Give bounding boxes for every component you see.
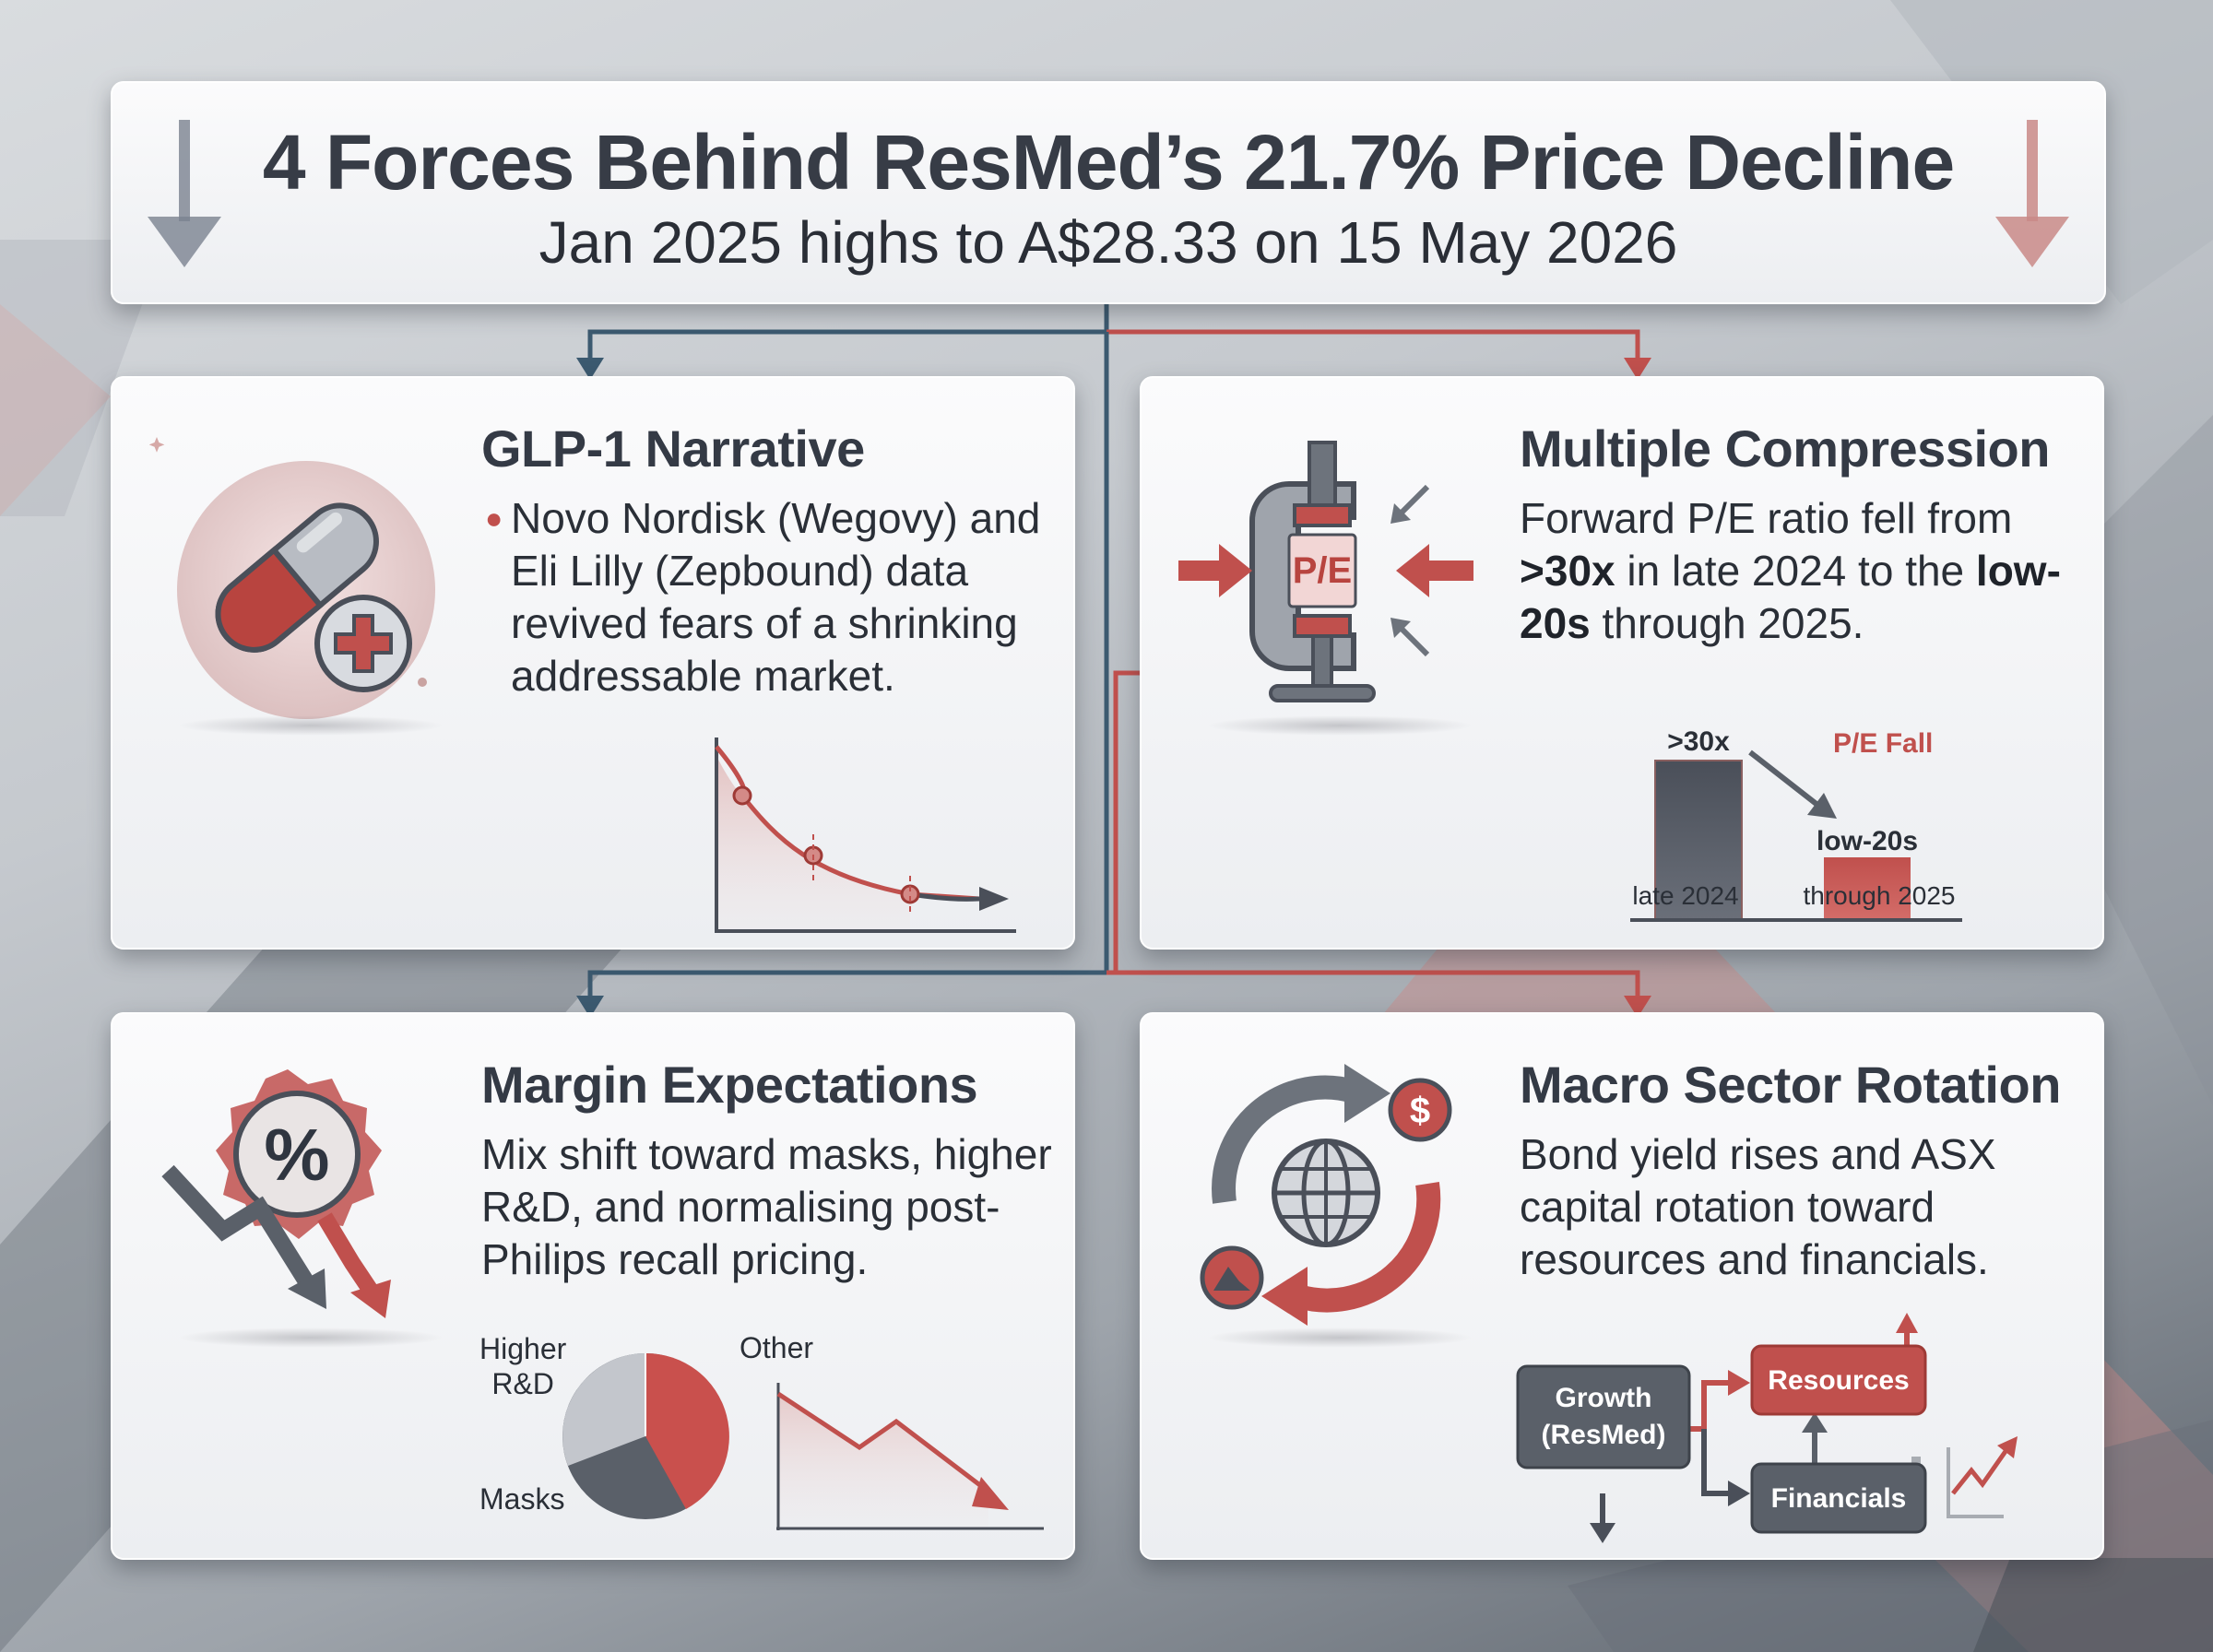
declining-curve-chart [715,738,1016,933]
percent-badge-icon: % [161,1069,391,1318]
card-glp1-narrative: GLP-1 Narrative ● Novo Nordisk (Wegovy) … [111,376,1075,950]
mix-pie-chart [562,1352,729,1519]
clamp-icon: P/E [1178,441,1473,702]
pe-bar-chart: >30x low-20s P/E Fall [1630,726,1962,922]
icon-shadow [1206,1328,1473,1348]
flow-node-financials [1750,1462,1927,1534]
bar-category-label: through 2025 [1803,881,1956,910]
pe-fall-annotation: P/E Fall [1833,728,1933,759]
bar-value-label: >30x [1667,726,1730,757]
card-title: Macro Sector Rotation [1520,1056,2061,1114]
globe-rotation-icon: $ [1200,1064,1452,1326]
bar-through-2025 [1824,857,1911,919]
bar-category-label: late 2024 [1632,881,1739,910]
flow-label: Resources [1768,1365,1909,1396]
page-subtitle: Jan 2025 highs to A$28.33 on 15 May 2026 [538,209,1678,276]
down-arrow-icon [148,120,221,267]
title-card: 4 Forces Behind ResMed’s 21.7% Price Dec… [111,81,2106,304]
card-body: Bond yield rises and ASX capital rotatio… [1520,1130,1996,1283]
icon-shadow [177,715,444,736]
icon-shadow [1206,715,1473,736]
card-body: ● Novo Nordisk (Wegovy) and Eli Lilly (Z… [485,492,1073,702]
flow-label: Financials [1771,1483,1907,1514]
card-body: Forward P/E ratio fell from >30x in late… [1520,492,2110,650]
card-body-text: Novo Nordisk (Wegovy) and Eli Lilly (Zep… [511,494,1041,700]
bullet-icon: ● [485,502,503,535]
card-macro-sector-rotation: $ Macro Sector Rotation Bond yield rises… [1140,1012,2104,1560]
card-title: GLP-1 Narrative [481,419,865,478]
svg-text:P/E: P/E [1293,550,1352,591]
rotation-flow-diagram: Growth (ResMed) Resources Financials [1516,1313,2018,1543]
page-title: 4 Forces Behind ResMed’s 21.7% Price Dec… [262,119,1955,206]
card-multiple-compression: P/E Multiple Compression Forward P/E rat… [1140,376,2104,950]
body-text: through 2025. [1590,599,1864,647]
card-title: Multiple Compression [1520,419,2050,478]
flow-label: (ResMed) [1541,1420,1665,1450]
svg-text:$: $ [1410,1091,1430,1131]
body-bold-value: low-20s [1520,547,2061,647]
flow-node-growth [1516,1364,1691,1469]
pie-label-rd: Higher R&D [479,1331,566,1401]
pie-label-other: Other [740,1331,814,1364]
pie-label-masks: Masks [479,1482,565,1516]
card-margin-expectations: % Margin Expectations Mix shift toward m… [111,1012,1075,1560]
body-text: in late 2024 to the [1615,547,1976,595]
declining-line-chart [776,1383,1044,1530]
pie-slice-other [645,1352,729,1509]
card-title: Margin Expectations [481,1056,978,1114]
svg-text:%: % [264,1114,329,1196]
card-body: Mix shift toward masks, higher R&D, and … [481,1130,1052,1283]
pie-slice-rd [562,1353,645,1466]
body-text: Forward P/E ratio fell from [1520,494,2013,542]
pill-capsule-icon [149,437,435,719]
flow-node-resources [1750,1344,1927,1416]
pie-label-text: Higher [479,1332,567,1365]
icon-shadow [177,1328,444,1348]
down-arrow-icon [1995,120,2069,267]
bar-value-label: low-20s [1817,826,1918,856]
flow-label: Growth [1556,1383,1652,1413]
pie-label-text: R&D [491,1367,554,1400]
body-bold-value: >30x [1520,547,1615,595]
